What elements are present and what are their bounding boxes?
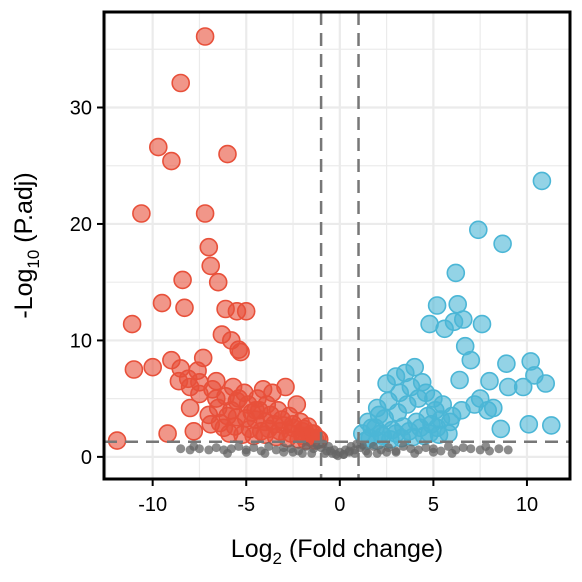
x-axis-title: Log2 (Fold change) bbox=[231, 535, 443, 568]
data-point-down bbox=[201, 256, 220, 276]
data-point-ns bbox=[382, 447, 392, 457]
data-point-down bbox=[193, 348, 213, 368]
data-point-ns bbox=[301, 441, 311, 451]
data-point-down bbox=[199, 237, 219, 257]
data-point-ns bbox=[204, 445, 214, 455]
data-point-up bbox=[532, 171, 552, 191]
data-point-ns bbox=[241, 447, 251, 457]
data-point-down bbox=[143, 357, 162, 377]
data-point-down bbox=[231, 342, 250, 362]
data-point-up bbox=[452, 400, 471, 420]
data-point-down bbox=[180, 398, 200, 418]
data-point-ns bbox=[391, 447, 401, 457]
data-point-ns bbox=[223, 448, 232, 458]
data-point-up bbox=[480, 371, 499, 391]
data-point-down bbox=[152, 293, 172, 313]
y-tick-label: 0 bbox=[81, 447, 92, 469]
data-point-ns bbox=[481, 441, 491, 451]
data-point-up bbox=[461, 350, 481, 370]
y-tick-label: 30 bbox=[70, 97, 92, 119]
data-point-ns bbox=[331, 450, 341, 459]
data-point-ns bbox=[372, 448, 382, 458]
data-point-down bbox=[173, 270, 192, 290]
data-point-down bbox=[149, 137, 168, 157]
data-point-ns bbox=[211, 443, 221, 453]
data-point-ns bbox=[466, 444, 476, 454]
data-point-up bbox=[498, 377, 518, 397]
data-point-ns bbox=[264, 441, 274, 451]
data-point-up bbox=[536, 374, 556, 393]
data-point-down bbox=[169, 371, 189, 391]
data-point-ns bbox=[297, 448, 307, 458]
data-point-down bbox=[207, 371, 226, 391]
data-point-up bbox=[470, 389, 490, 408]
data-points bbox=[107, 27, 561, 461]
data-point-down bbox=[124, 360, 144, 379]
data-point-ns bbox=[271, 445, 281, 455]
x-tick-label: 5 bbox=[428, 494, 439, 516]
data-point-ns bbox=[421, 443, 431, 453]
x-tick-label: 0 bbox=[334, 494, 345, 516]
data-point-down bbox=[175, 298, 194, 318]
data-point-ns bbox=[410, 448, 420, 458]
data-point-down bbox=[236, 301, 256, 321]
data-point-ns bbox=[176, 444, 186, 454]
x-tick-label: -5 bbox=[237, 494, 255, 516]
data-point-up bbox=[446, 263, 466, 283]
data-point-up bbox=[491, 419, 511, 439]
y-tick-label: 20 bbox=[70, 214, 92, 236]
data-point-up bbox=[450, 370, 469, 390]
data-point-down bbox=[171, 73, 190, 93]
data-point-up bbox=[493, 234, 512, 254]
data-point-down bbox=[195, 27, 215, 46]
data-point-down bbox=[122, 314, 142, 334]
data-point-ns bbox=[249, 443, 259, 453]
data-point-down bbox=[201, 414, 220, 434]
y-tick-label: 10 bbox=[70, 330, 92, 352]
data-point-ns bbox=[363, 448, 373, 458]
data-point-down bbox=[208, 272, 228, 292]
data-point-ns bbox=[260, 448, 270, 458]
data-point-ns bbox=[494, 444, 504, 454]
data-point-ns bbox=[339, 450, 349, 459]
data-point-down bbox=[276, 377, 295, 397]
data-point-up bbox=[519, 414, 539, 434]
data-point-ns bbox=[279, 447, 289, 457]
data-point-ns bbox=[234, 441, 244, 451]
data-point-down bbox=[132, 204, 151, 223]
data-point-down bbox=[184, 421, 204, 441]
data-point-ns bbox=[436, 446, 446, 456]
data-point-up bbox=[468, 220, 488, 240]
data-point-down bbox=[218, 144, 237, 164]
x-tick-label: -10 bbox=[138, 494, 167, 516]
data-point-ns bbox=[458, 443, 468, 453]
data-point-ns bbox=[369, 441, 378, 451]
data-point-up bbox=[420, 424, 439, 443]
data-point-ns bbox=[288, 447, 298, 457]
y-axis-title: -Log10 (P.adj) bbox=[10, 172, 43, 318]
data-point-down bbox=[298, 417, 318, 436]
data-point-ns bbox=[428, 447, 438, 457]
data-point-ns bbox=[307, 448, 317, 458]
axis-ticks: -10 -5 0 5 10 0 10 20 30 bbox=[70, 97, 538, 516]
data-point-down bbox=[195, 204, 215, 223]
data-point-down bbox=[158, 424, 177, 443]
data-point-up bbox=[541, 416, 561, 435]
data-point-up bbox=[427, 296, 447, 315]
data-point-ns bbox=[503, 445, 513, 455]
x-tick-label: 10 bbox=[516, 494, 538, 516]
data-point-down bbox=[162, 151, 181, 171]
data-point-ns bbox=[189, 441, 199, 451]
data-point-ns bbox=[447, 448, 457, 458]
data-point-up bbox=[472, 314, 492, 334]
data-point-up bbox=[497, 354, 516, 374]
plot-frame bbox=[102, 10, 572, 481]
data-point-ns bbox=[443, 441, 453, 451]
data-point-ns bbox=[398, 441, 408, 451]
data-point-up bbox=[444, 312, 464, 332]
data-point-down bbox=[287, 395, 307, 414]
threshold-lines bbox=[104, 12, 570, 479]
